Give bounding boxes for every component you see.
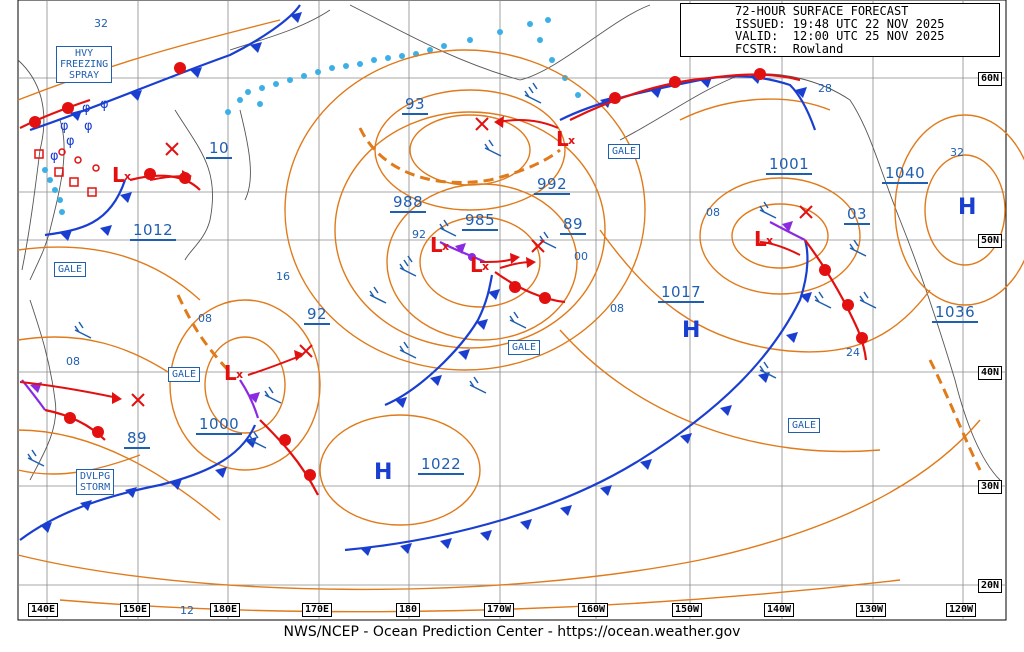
isobar-label-08-c: 08 — [198, 312, 212, 325]
pressure-985: 985 — [462, 212, 499, 231]
lon-label-150w: 150W — [672, 603, 703, 617]
map-frame — [17, 0, 1007, 621]
lon-label-130w: 130W — [856, 603, 887, 617]
svg-text:φ: φ — [60, 119, 69, 134]
header-issued: ISSUED: 19:48 UTC 22 NOV 2025 — [735, 16, 945, 31]
svg-text:L: L — [224, 361, 237, 385]
pressure-1017: 1017 — [658, 284, 705, 303]
svg-text:L: L — [556, 127, 569, 151]
lon-label-160w: 160W — [578, 603, 609, 617]
isobar-label-12: 12 — [180, 604, 194, 617]
lat-label-20n: 20N — [977, 579, 1002, 593]
svg-text:L: L — [470, 253, 483, 277]
isobar-label-16: 16 — [276, 270, 290, 283]
high-center-south: H — [374, 460, 393, 485]
pressure-89-a: 89 — [560, 216, 587, 235]
warning-dvlpg-storm: DVLPG STORM — [76, 469, 115, 495]
high-center-central: H — [682, 318, 701, 343]
lon-label-120w: 120W — [946, 603, 977, 617]
isobar-label-08-a: 08 — [706, 206, 720, 219]
svg-text:x: x — [442, 240, 449, 253]
lon-label-180: 180 — [396, 603, 421, 617]
lat-label-50n: 50N — [977, 234, 1002, 248]
svg-text:x: x — [568, 134, 575, 147]
header-lines: 72-HOUR SURFACE FORECAST ISSUED: 19:48 U… — [735, 5, 945, 55]
header-forecaster: FCSTR: Rowland — [735, 41, 844, 56]
pressure-1036: 1036 — [932, 304, 979, 323]
noaa-logo — [685, 9, 727, 51]
header-valid: VALID: 12:00 UTC 25 NOV 2025 — [735, 29, 945, 43]
lon-label-170w: 170W — [484, 603, 515, 617]
isobar-label-00: 00 — [574, 250, 588, 263]
cold-fronts — [19, 4, 817, 556]
warning-gale-4: GALE — [168, 367, 201, 382]
header-title: 72-HOUR SURFACE FORECAST — [735, 4, 909, 18]
svg-text:φ: φ — [82, 101, 91, 116]
pressure-988: 988 — [390, 194, 427, 213]
occluded-fronts — [21, 221, 806, 419]
isobar-label-92: 92 — [412, 228, 426, 241]
forecast-low-positions — [131, 117, 813, 407]
pressure-92: 92 — [304, 306, 331, 325]
warm-fronts — [19, 62, 868, 496]
occluded-symbols — [30, 221, 793, 403]
svg-text:x: x — [482, 260, 489, 273]
pressure-03: 03 — [844, 206, 871, 225]
isobar-label-08-d: 08 — [66, 355, 80, 368]
lon-label-150e: 150E — [120, 603, 151, 617]
svg-text:L: L — [430, 233, 443, 257]
high-center-northeast: H — [958, 195, 977, 220]
spray-phi-symbols: φφ φ φφφ — [50, 97, 109, 164]
isobar-label-32-a: 32 — [94, 17, 108, 30]
isobar-label-32-b: 32 — [950, 146, 964, 159]
footer-credit: NWS/NCEP - Ocean Prediction Center - htt… — [283, 624, 741, 640]
warning-gale-1: GALE — [608, 144, 641, 159]
warning-gale-2: GALE — [54, 262, 87, 277]
pressure-10: 10 — [206, 140, 233, 159]
pressure-1000: 1000 — [196, 416, 243, 435]
isobar-label-28: 28 — [818, 82, 832, 95]
pressure-1001: 1001 — [766, 156, 813, 175]
svg-text:L: L — [112, 163, 125, 187]
warning-gale-3: GALE — [508, 340, 541, 355]
svg-text:φ: φ — [66, 134, 75, 149]
svg-text:φ: φ — [50, 149, 59, 164]
pressure-1040: 1040 — [882, 165, 929, 184]
svg-text:x: x — [236, 368, 243, 381]
forecast-header: 72-HOUR SURFACE FORECAST ISSUED: 19:48 U… — [680, 3, 1000, 57]
svg-text:x: x — [124, 170, 131, 183]
warning-hvy-freezing-spray: HVY FREEZING SPRAY — [56, 46, 113, 83]
track-arrowheads — [112, 116, 536, 404]
svg-text:φ: φ — [84, 119, 93, 134]
lon-label-180e: 180E — [210, 603, 241, 617]
lat-label-30n: 30N — [977, 480, 1002, 494]
isobar-label-24: 24 — [846, 346, 860, 359]
pressure-992: 992 — [534, 176, 571, 195]
isobars — [17, 19, 1024, 613]
warning-gale-5: GALE — [788, 418, 821, 433]
lon-label-170e: 170E — [302, 603, 333, 617]
lon-label-140e: 140E — [28, 603, 59, 617]
lon-label-140w: 140W — [764, 603, 795, 617]
freezing-spray-symbols — [34, 148, 100, 197]
ice-edge — [42, 17, 581, 215]
svg-text:φ: φ — [100, 97, 109, 112]
lat-label-40n: 40N — [977, 366, 1002, 380]
pressure-1022: 1022 — [418, 456, 465, 475]
svg-text:x: x — [766, 234, 773, 247]
pressure-1012: 1012 — [130, 222, 177, 241]
pressure-89-b: 89 — [124, 430, 151, 449]
lat-label-60n: 60N — [977, 72, 1002, 86]
pressure-93: 93 — [402, 96, 429, 115]
troughs — [176, 127, 982, 471]
svg-text:L: L — [754, 227, 767, 251]
isobar-label-08-b: 08 — [610, 302, 624, 315]
